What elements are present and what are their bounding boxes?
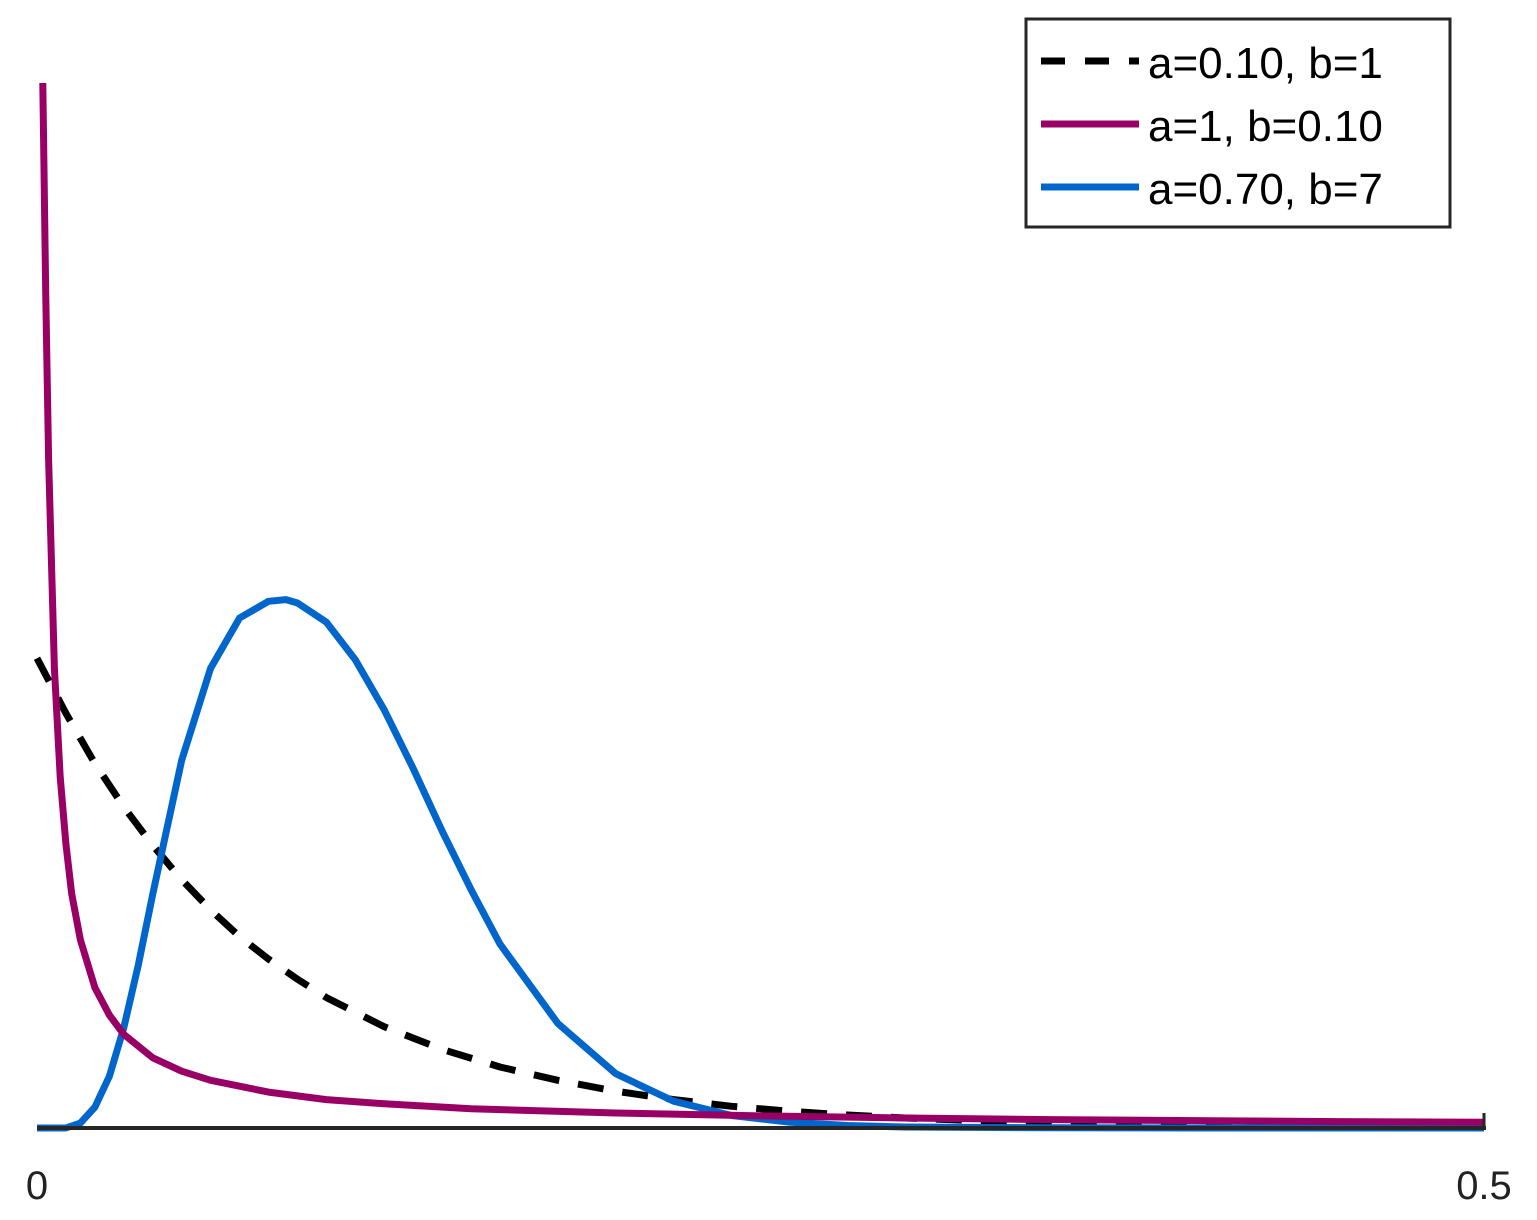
x-tick-label-0: 0 <box>26 1164 48 1208</box>
legend-label-series-2: a=1, b=0.10 <box>1148 102 1383 151</box>
legend-label-series-1: a=0.10, b=1 <box>1148 39 1383 88</box>
legend: a=0.10, b=1 a=1, b=0.10 a=0.70, b=7 <box>1024 17 1452 229</box>
x-tick-label-0.5: 0.5 <box>1456 1164 1512 1208</box>
series-layer <box>33 82 1485 1132</box>
series-line-3 <box>37 596 1484 1132</box>
legend-label-series-3: a=0.70, b=7 <box>1148 165 1383 214</box>
series-line-1 <box>33 656 1485 1131</box>
series-line-2 <box>39 82 1485 1126</box>
